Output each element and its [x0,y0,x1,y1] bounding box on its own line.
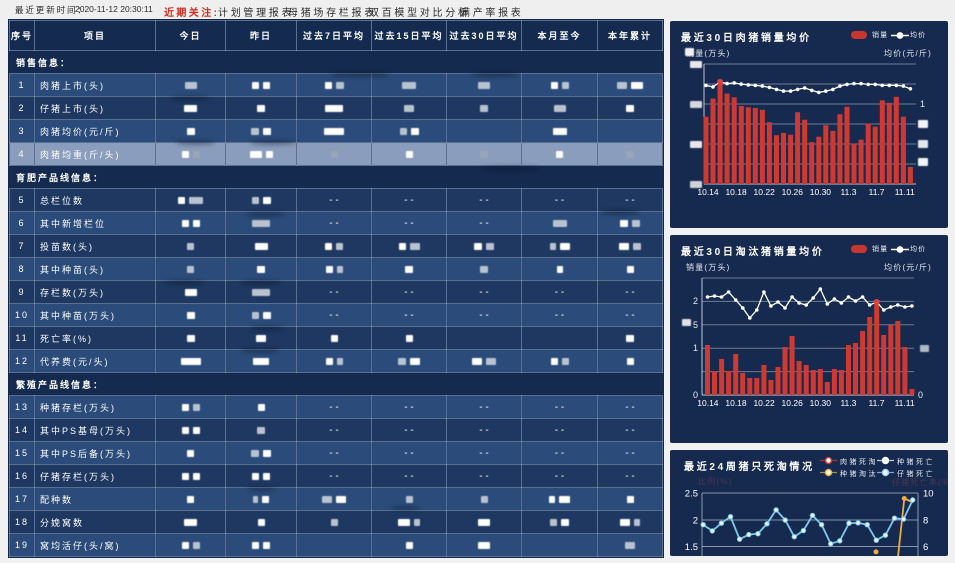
svg-text:0: 0 [693,390,698,400]
svg-text:5: 5 [693,320,698,330]
svg-text:6: 6 [923,542,928,553]
svg-text:10.14: 10.14 [697,398,719,408]
svg-text:11.7: 11.7 [869,398,885,408]
svg-text:8: 8 [923,516,928,527]
svg-text:2: 2 [693,516,698,527]
svg-text:10.30: 10.30 [810,398,832,408]
svg-text:10: 10 [923,489,934,500]
svg-text:2: 2 [693,296,698,306]
svg-text:11.3: 11.3 [840,398,856,408]
svg-text:11.11: 11.11 [895,187,915,197]
svg-text:2.5: 2.5 [685,489,698,500]
svg-text:10.26: 10.26 [782,398,804,408]
svg-text:10.18: 10.18 [725,398,747,408]
svg-text:10.22: 10.22 [753,398,775,408]
svg-text:10.18: 10.18 [725,187,747,197]
svg-text:11.7: 11.7 [869,187,885,197]
svg-text:10.26: 10.26 [782,187,804,197]
svg-text:10.30: 10.30 [810,187,832,197]
svg-text:10.22: 10.22 [754,187,776,197]
svg-text:1: 1 [920,99,925,109]
svg-text:0: 0 [918,390,923,400]
svg-text:1.5: 1.5 [685,542,698,553]
svg-text:11.11: 11.11 [895,398,915,408]
svg-text:11.3: 11.3 [841,187,857,197]
svg-text:10.14: 10.14 [697,187,719,197]
svg-text:1: 1 [693,343,698,353]
